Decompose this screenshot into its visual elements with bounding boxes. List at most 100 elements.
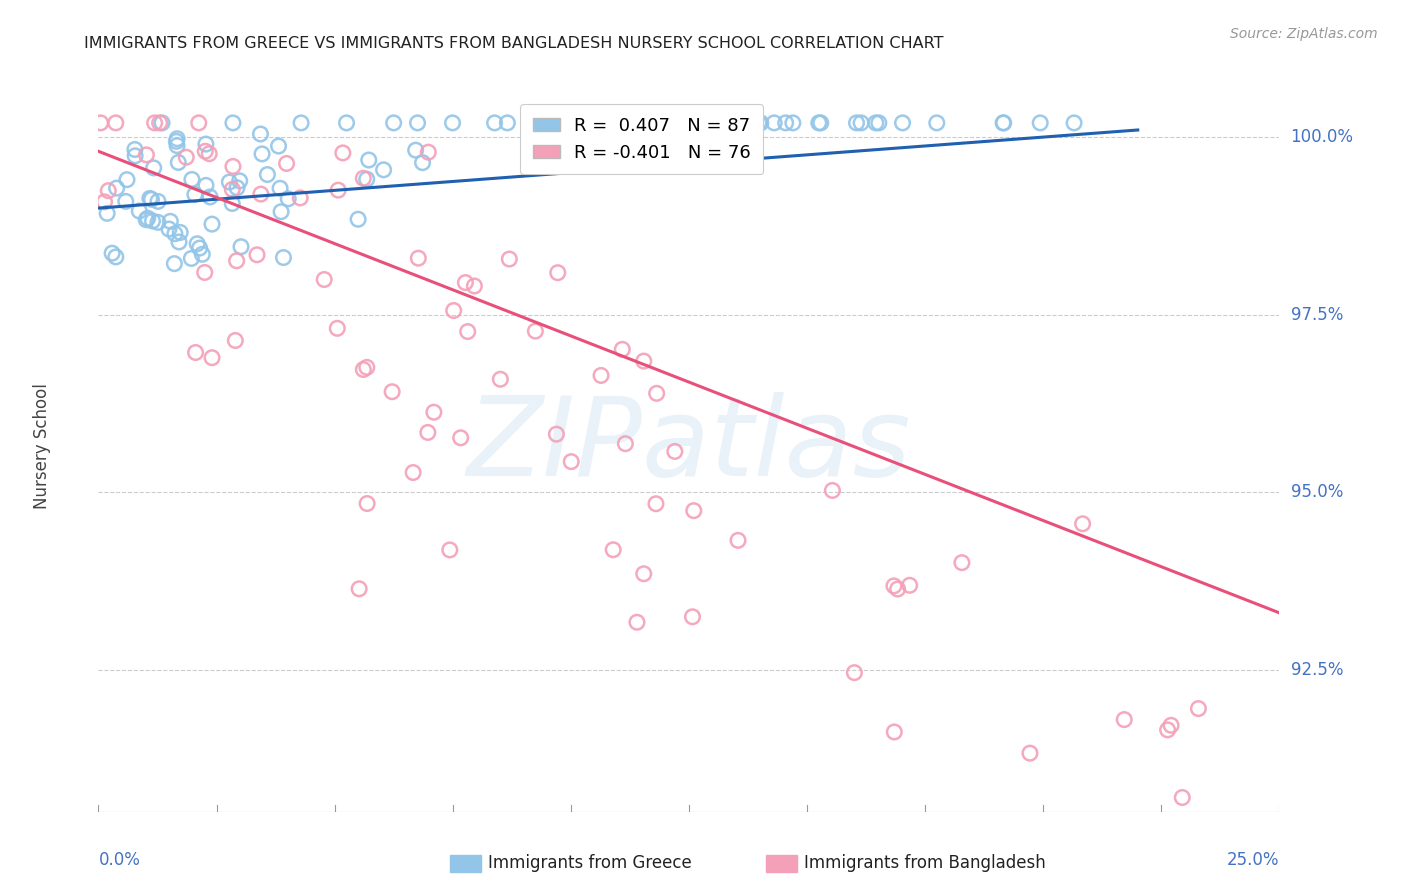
- Point: [166, 138, 188, 153]
- Point: [224, 334, 246, 348]
- Point: [1071, 516, 1094, 531]
- Text: ZIPatlas: ZIPatlas: [467, 392, 911, 500]
- Point: [194, 265, 217, 279]
- Point: [682, 503, 704, 517]
- Point: [589, 368, 612, 383]
- Point: [273, 251, 295, 265]
- Point: [249, 127, 271, 141]
- Point: [184, 345, 207, 359]
- Point: [326, 321, 349, 335]
- Point: [406, 116, 429, 130]
- Point: [159, 214, 181, 228]
- Point: [484, 116, 506, 130]
- Text: 92.5%: 92.5%: [1291, 661, 1343, 679]
- Point: [149, 116, 172, 130]
- Point: [993, 116, 1015, 130]
- Text: 100.0%: 100.0%: [1291, 128, 1354, 146]
- Point: [810, 116, 832, 130]
- Point: [218, 175, 240, 189]
- Point: [373, 162, 395, 177]
- Point: [991, 116, 1014, 130]
- Text: Source: ZipAtlas.com: Source: ZipAtlas.com: [1230, 27, 1378, 41]
- Point: [146, 215, 169, 229]
- Point: [844, 665, 866, 680]
- Point: [104, 116, 127, 130]
- Point: [226, 180, 249, 194]
- Point: [547, 116, 569, 130]
- Point: [1187, 701, 1209, 715]
- Point: [498, 252, 520, 266]
- Point: [775, 116, 797, 130]
- Text: 0.0%: 0.0%: [98, 851, 141, 869]
- Point: [194, 145, 217, 159]
- Point: [416, 425, 439, 440]
- Point: [547, 266, 569, 280]
- Point: [163, 227, 186, 241]
- Point: [101, 246, 124, 260]
- Point: [496, 116, 519, 130]
- Point: [845, 116, 868, 130]
- Point: [381, 384, 404, 399]
- Point: [423, 405, 446, 419]
- Legend: R =  0.407   N = 87, R = -0.401   N = 76: R = 0.407 N = 87, R = -0.401 N = 76: [520, 104, 763, 174]
- Point: [1114, 713, 1136, 727]
- Point: [246, 248, 269, 262]
- Point: [749, 116, 772, 130]
- Point: [352, 171, 374, 186]
- Point: [169, 226, 191, 240]
- Point: [229, 240, 252, 254]
- Point: [883, 725, 905, 739]
- Point: [270, 204, 292, 219]
- Point: [180, 252, 202, 266]
- Point: [633, 354, 655, 368]
- Point: [124, 143, 146, 157]
- Point: [166, 132, 188, 146]
- Point: [626, 615, 648, 630]
- Point: [382, 116, 405, 130]
- Text: Nursery School: Nursery School: [32, 383, 51, 509]
- Point: [357, 153, 380, 167]
- Point: [90, 116, 112, 130]
- Point: [356, 172, 378, 186]
- Point: [290, 116, 312, 130]
- Point: [198, 146, 221, 161]
- Point: [633, 566, 655, 581]
- Point: [1160, 718, 1182, 732]
- Point: [443, 303, 465, 318]
- Point: [143, 116, 166, 130]
- Point: [560, 455, 582, 469]
- Point: [150, 116, 173, 130]
- Point: [849, 116, 872, 130]
- Point: [950, 556, 973, 570]
- Point: [647, 116, 669, 130]
- Point: [114, 194, 136, 209]
- Point: [93, 194, 115, 209]
- Point: [184, 187, 207, 202]
- Point: [821, 483, 844, 498]
- Point: [412, 155, 434, 169]
- Point: [524, 324, 547, 338]
- Point: [546, 427, 568, 442]
- Point: [602, 542, 624, 557]
- Point: [201, 217, 224, 231]
- Point: [191, 247, 214, 261]
- Point: [402, 466, 425, 480]
- Point: [352, 362, 374, 376]
- Point: [457, 325, 479, 339]
- Point: [198, 190, 221, 204]
- Point: [97, 184, 120, 198]
- Point: [277, 192, 299, 206]
- Point: [194, 178, 217, 193]
- Point: [256, 168, 278, 182]
- Point: [96, 206, 118, 220]
- Point: [441, 116, 464, 130]
- Point: [1156, 723, 1178, 737]
- Point: [463, 279, 485, 293]
- Point: [405, 143, 427, 157]
- Point: [581, 116, 603, 130]
- Text: 95.0%: 95.0%: [1291, 483, 1343, 501]
- Point: [439, 543, 461, 558]
- Point: [335, 116, 357, 130]
- Point: [146, 194, 169, 209]
- Point: [1063, 116, 1085, 130]
